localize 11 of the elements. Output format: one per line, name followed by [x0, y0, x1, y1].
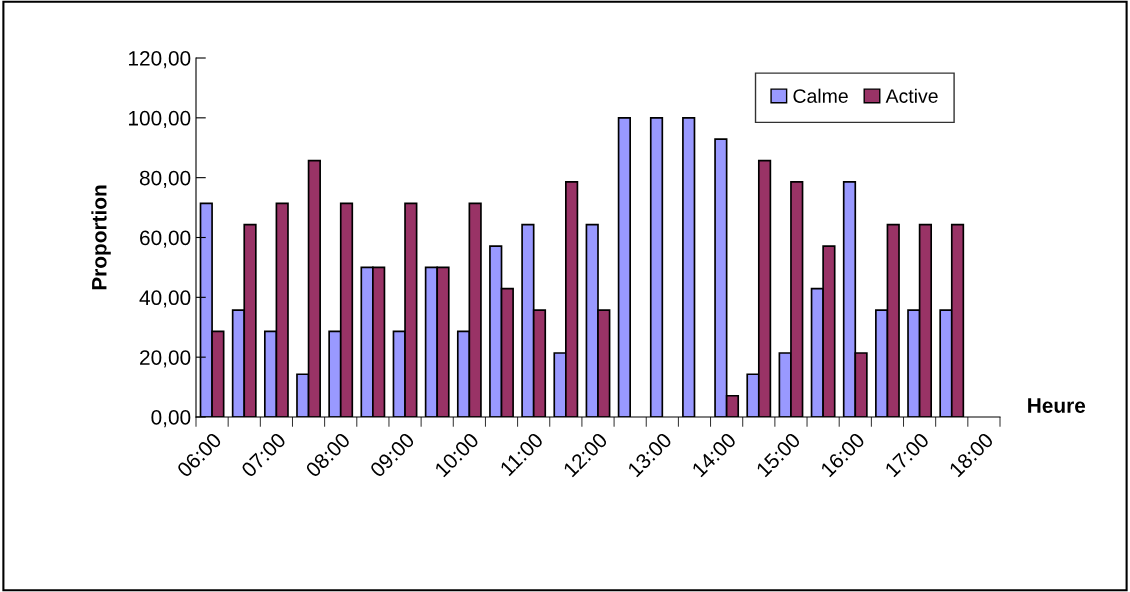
y-tick-label: 80,00	[139, 170, 191, 188]
y-axis-title: Proportion	[91, 185, 111, 290]
y-tick-label: 100,00	[129, 110, 191, 129]
y-tick-label: 20,00	[140, 350, 191, 368]
y-tick-label: 0,00	[151, 410, 191, 428]
y-tick-label: 40,00	[139, 290, 191, 308]
legend-label: Calme	[793, 88, 848, 103]
legend-label: Active	[885, 88, 938, 103]
y-tick-label: 60,00	[140, 230, 191, 248]
y-tick-label: 120,00	[129, 51, 191, 69]
x-axis-title: Heure	[1028, 398, 1086, 413]
